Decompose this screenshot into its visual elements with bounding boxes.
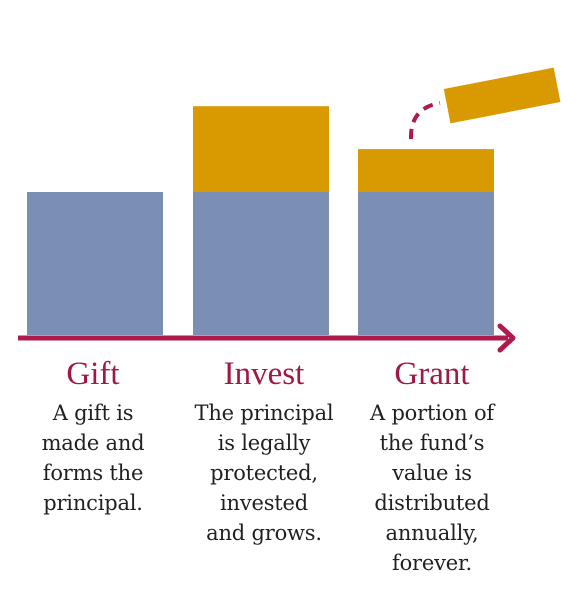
bars <box>27 106 494 335</box>
step-heading: Invest <box>223 356 305 392</box>
step-description: The principal is legally protected, inve… <box>194 401 334 545</box>
step-grant: Grant A portion of the fund’s value is d… <box>356 352 508 578</box>
step-invest: Invest The principal is legally protecte… <box>188 352 340 548</box>
growth-bar-grant <box>358 149 494 192</box>
principal-bar-grant <box>358 192 494 335</box>
step-heading: Grant <box>394 356 470 392</box>
principal-bar-invest <box>193 192 329 335</box>
distribution-connector <box>408 101 441 140</box>
step-gift: Gift A gift is made and forms the princi… <box>18 352 168 518</box>
step-heading: Gift <box>66 356 120 392</box>
principal-bar-gift <box>27 192 163 335</box>
step-description: A portion of the fund’s value is distrib… <box>370 401 494 575</box>
step-description: A gift is made and forms the principal. <box>41 401 145 515</box>
distributed-portion-block <box>443 67 561 124</box>
arrow-right-icon <box>497 323 516 353</box>
growth-bar-invest <box>193 106 329 192</box>
